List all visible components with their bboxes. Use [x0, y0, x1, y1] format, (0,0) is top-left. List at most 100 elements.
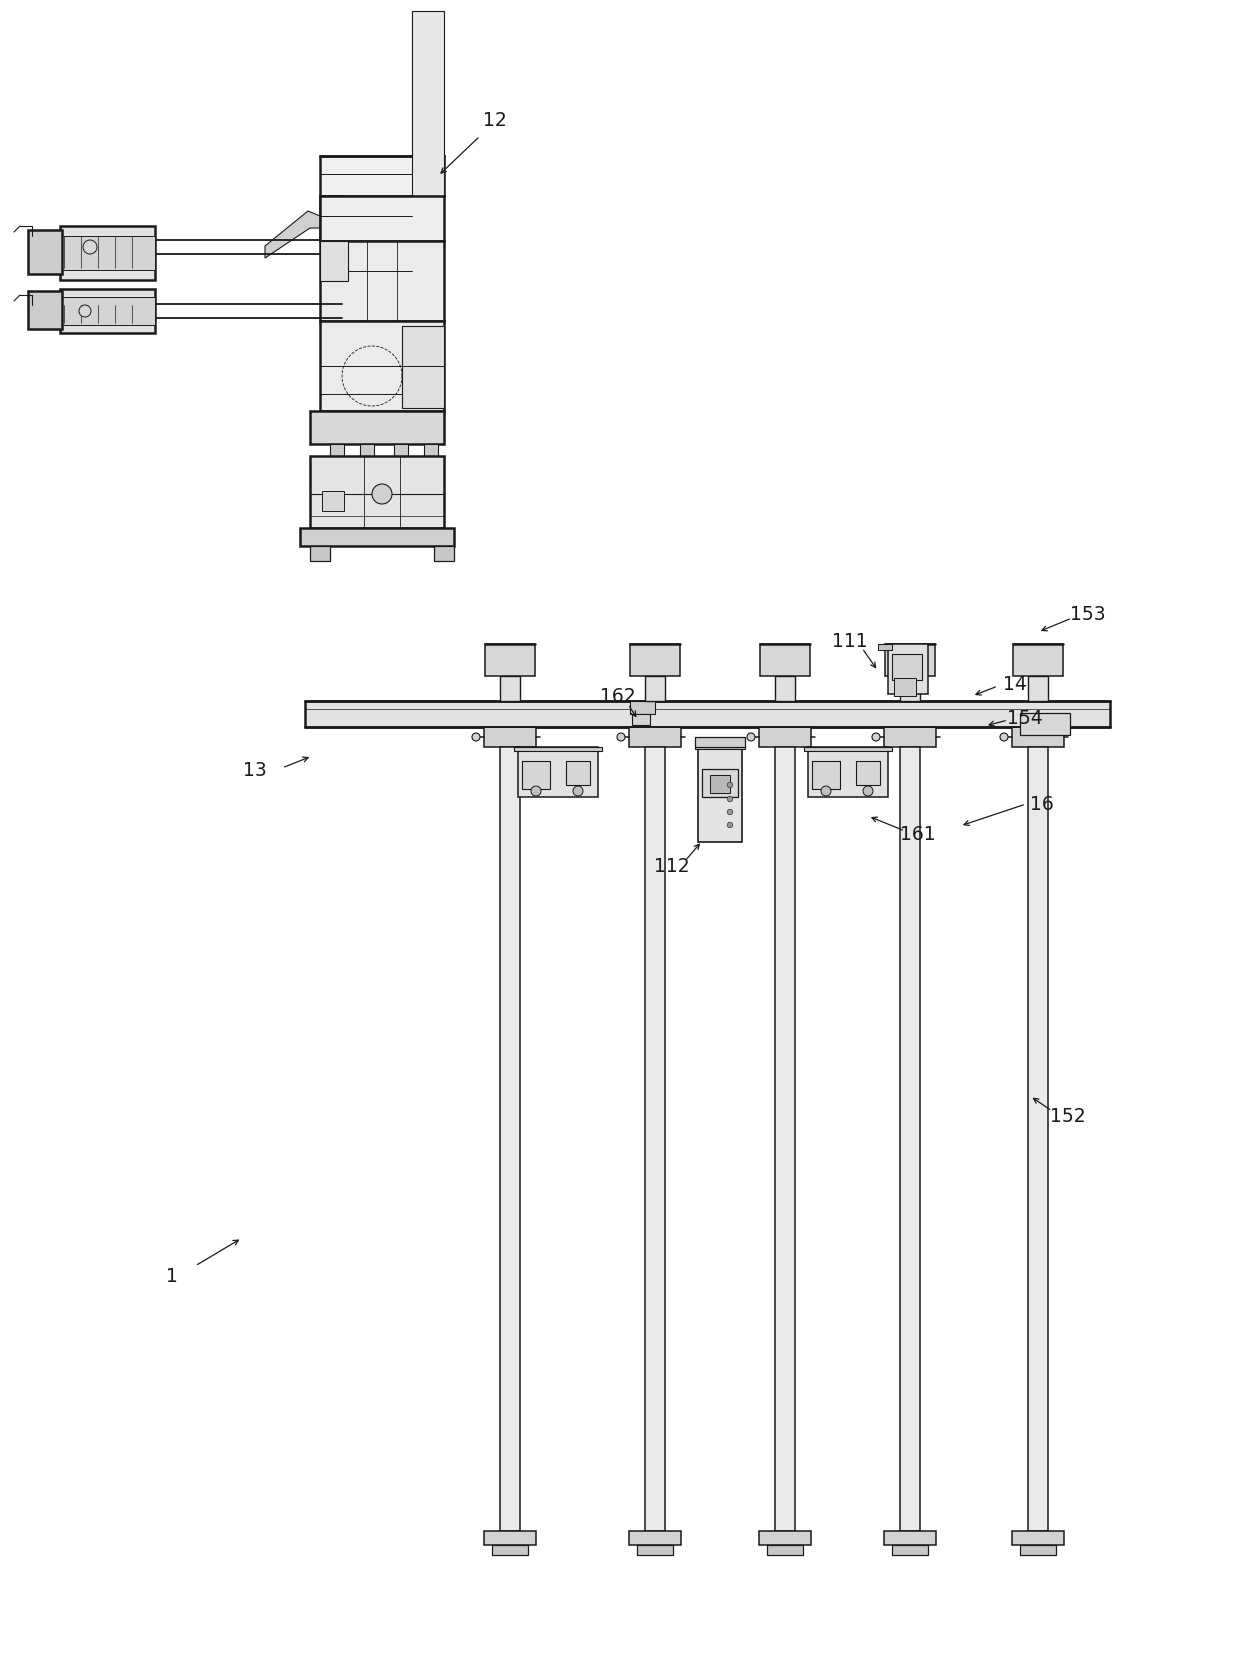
Circle shape: [863, 786, 873, 796]
Bar: [900, 747, 920, 1530]
Text: 162: 162: [600, 687, 636, 706]
Circle shape: [727, 810, 733, 815]
Bar: [300, 528, 454, 546]
Bar: [892, 654, 923, 680]
Polygon shape: [265, 211, 320, 258]
Text: 112: 112: [655, 856, 689, 875]
Bar: [320, 156, 444, 196]
Bar: [500, 747, 520, 1530]
Bar: [775, 675, 795, 701]
Circle shape: [727, 796, 733, 801]
Bar: [760, 644, 810, 675]
Bar: [330, 444, 343, 456]
Bar: [394, 444, 408, 456]
Circle shape: [83, 240, 97, 255]
Bar: [694, 737, 745, 747]
Bar: [412, 12, 444, 196]
Circle shape: [821, 786, 831, 796]
Circle shape: [999, 732, 1008, 741]
Bar: [360, 444, 374, 456]
Bar: [60, 226, 155, 280]
Bar: [484, 1530, 536, 1545]
Bar: [698, 747, 742, 841]
Bar: [60, 297, 155, 325]
Bar: [1012, 727, 1064, 747]
Bar: [515, 747, 601, 751]
Bar: [29, 292, 62, 328]
Bar: [630, 701, 655, 714]
Bar: [310, 546, 330, 561]
Bar: [1021, 712, 1070, 736]
Bar: [402, 327, 444, 407]
Text: 111: 111: [832, 632, 868, 650]
Circle shape: [727, 783, 733, 788]
Bar: [322, 491, 343, 511]
Text: 1: 1: [166, 1267, 177, 1285]
Bar: [759, 727, 811, 747]
Bar: [632, 714, 650, 726]
Bar: [330, 206, 362, 235]
Bar: [775, 747, 795, 1530]
Bar: [884, 1530, 936, 1545]
Bar: [885, 644, 935, 675]
Bar: [518, 747, 598, 798]
Bar: [60, 236, 155, 270]
Bar: [500, 675, 520, 701]
Circle shape: [472, 732, 480, 741]
Text: 13: 13: [243, 761, 267, 781]
Circle shape: [746, 732, 755, 741]
Text: 161: 161: [900, 825, 936, 843]
Circle shape: [573, 786, 583, 796]
Bar: [310, 411, 444, 444]
Bar: [484, 727, 536, 747]
Text: 16: 16: [1030, 794, 1054, 813]
Bar: [434, 546, 454, 561]
Circle shape: [872, 732, 880, 741]
Bar: [1021, 1545, 1056, 1555]
Bar: [645, 675, 665, 701]
Bar: [630, 644, 680, 675]
Bar: [310, 456, 444, 528]
Bar: [485, 644, 534, 675]
Bar: [320, 196, 444, 241]
Text: 152: 152: [1050, 1106, 1086, 1126]
Bar: [702, 769, 738, 798]
Bar: [884, 727, 936, 747]
Bar: [808, 747, 888, 798]
Bar: [424, 444, 438, 456]
Circle shape: [531, 786, 541, 796]
Bar: [856, 761, 880, 784]
Bar: [629, 1530, 681, 1545]
Bar: [878, 644, 892, 650]
Bar: [645, 747, 665, 1530]
Bar: [768, 1545, 804, 1555]
Text: 14: 14: [1003, 674, 1027, 694]
Text: 154: 154: [1007, 709, 1043, 727]
Bar: [812, 761, 839, 789]
Bar: [60, 288, 155, 334]
Bar: [320, 241, 444, 322]
Bar: [305, 701, 1110, 727]
Bar: [320, 241, 348, 282]
Bar: [894, 679, 916, 696]
Bar: [759, 1530, 811, 1545]
Bar: [629, 727, 681, 747]
Bar: [892, 1545, 928, 1555]
Bar: [492, 1545, 528, 1555]
Circle shape: [727, 823, 733, 828]
Text: 153: 153: [1070, 605, 1106, 623]
Polygon shape: [320, 196, 372, 241]
Bar: [900, 675, 920, 701]
Bar: [694, 747, 745, 749]
Circle shape: [79, 305, 91, 317]
Bar: [522, 761, 551, 789]
Bar: [1028, 747, 1048, 1530]
Bar: [711, 774, 730, 793]
Text: 12: 12: [484, 112, 507, 131]
Bar: [804, 747, 892, 751]
Bar: [29, 230, 62, 273]
Bar: [320, 322, 444, 411]
Circle shape: [372, 484, 392, 504]
Bar: [1028, 675, 1048, 701]
Bar: [888, 644, 928, 694]
